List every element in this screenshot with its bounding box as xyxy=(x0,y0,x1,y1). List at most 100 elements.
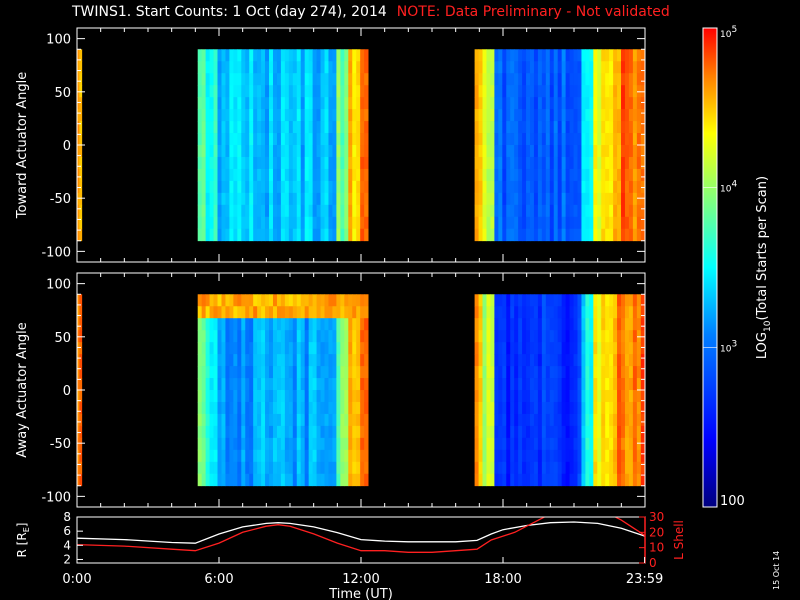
toward-cell xyxy=(530,204,535,218)
away-cell xyxy=(225,401,230,415)
toward-cell xyxy=(324,61,329,74)
away-cell xyxy=(565,318,570,331)
toward-cell xyxy=(237,180,242,194)
away-cell xyxy=(526,390,531,403)
toward-cell xyxy=(253,192,258,206)
away-cell xyxy=(304,318,310,331)
toward-cell xyxy=(502,204,507,218)
away-cell xyxy=(292,306,298,319)
toward-cell xyxy=(502,168,507,182)
toward-cell xyxy=(316,133,321,146)
toward-cell xyxy=(324,156,329,170)
away-cell xyxy=(360,413,365,427)
away-cell xyxy=(640,294,646,307)
away-cell xyxy=(624,425,630,439)
toward-cell xyxy=(561,216,567,230)
away-cell xyxy=(514,366,519,379)
toward-cell xyxy=(79,156,83,170)
away-cell xyxy=(348,390,353,403)
toward-cell xyxy=(276,61,282,74)
away-cell xyxy=(352,342,357,355)
away-cell xyxy=(581,366,586,379)
toward-cell xyxy=(474,97,479,110)
away-cell xyxy=(597,473,602,487)
toward-cell xyxy=(541,192,547,206)
away-cell xyxy=(569,425,574,439)
away-cell xyxy=(541,378,547,391)
away-cell xyxy=(276,449,282,463)
toward-cell xyxy=(597,192,602,206)
toward-cell xyxy=(265,61,270,74)
toward-cell xyxy=(585,156,590,170)
toward-cell xyxy=(636,192,642,206)
toward-cell xyxy=(245,156,250,170)
away-cell xyxy=(514,401,519,415)
away-cell xyxy=(482,306,487,319)
toward-cell xyxy=(340,49,345,62)
away-cell xyxy=(494,294,499,307)
away-cell xyxy=(478,461,483,475)
toward-cell xyxy=(352,121,357,134)
toward-cell xyxy=(549,145,555,158)
away-cell xyxy=(312,306,317,319)
toward-cell xyxy=(628,49,634,62)
away-cell xyxy=(522,449,527,463)
toward-cell xyxy=(498,85,503,98)
toward-cell xyxy=(292,204,298,218)
toward-cell xyxy=(581,109,586,122)
away-cell xyxy=(498,461,503,475)
away-cell xyxy=(486,425,491,439)
away-cell xyxy=(352,306,357,319)
away-cell xyxy=(201,473,207,487)
toward-cell xyxy=(79,73,83,86)
toward-cell xyxy=(77,216,80,230)
away-cell xyxy=(344,294,349,307)
toward-cell xyxy=(593,121,598,134)
away-cell xyxy=(352,318,357,331)
toward-cell xyxy=(296,180,302,194)
toward-cell xyxy=(79,109,83,122)
away-cell xyxy=(533,330,539,343)
toward-cell xyxy=(288,85,294,98)
toward-cell xyxy=(336,49,341,62)
toward-cell xyxy=(320,192,325,206)
toward-cell xyxy=(557,204,563,218)
toward-cell xyxy=(272,49,278,62)
toward-cell xyxy=(514,85,519,98)
toward-cell xyxy=(486,156,491,170)
away-cell xyxy=(296,366,302,379)
toward-cell xyxy=(486,61,491,74)
toward-cell xyxy=(308,97,314,110)
away-cell xyxy=(502,401,507,415)
toward-cell xyxy=(233,168,238,182)
toward-cell xyxy=(557,216,563,230)
toward-cell xyxy=(77,109,80,122)
away-cell xyxy=(514,318,519,331)
toward-cell xyxy=(569,61,574,74)
away-cell xyxy=(225,378,230,391)
toward-cell xyxy=(518,156,523,170)
toward-cell xyxy=(197,180,203,194)
toward-cell xyxy=(498,228,503,242)
toward-cell xyxy=(292,168,298,182)
toward-cell xyxy=(328,97,333,110)
toward-cell xyxy=(561,133,567,146)
away-cell xyxy=(577,354,582,367)
away-cell xyxy=(632,473,638,487)
toward-cell xyxy=(640,216,646,230)
toward-cell xyxy=(617,121,622,134)
toward-cell xyxy=(225,133,230,146)
away-cell xyxy=(617,306,622,319)
toward-cell xyxy=(561,97,567,110)
away-cell xyxy=(201,401,207,415)
away-cell xyxy=(300,449,306,463)
toward-cell xyxy=(502,180,507,194)
toward-cell xyxy=(605,133,610,146)
away-cell xyxy=(585,449,590,463)
toward-cell xyxy=(253,121,258,134)
toward-cell xyxy=(561,109,567,122)
away-cell xyxy=(237,461,242,475)
away-cell xyxy=(577,306,582,319)
away-cell xyxy=(628,437,634,451)
away-cell xyxy=(225,330,230,343)
